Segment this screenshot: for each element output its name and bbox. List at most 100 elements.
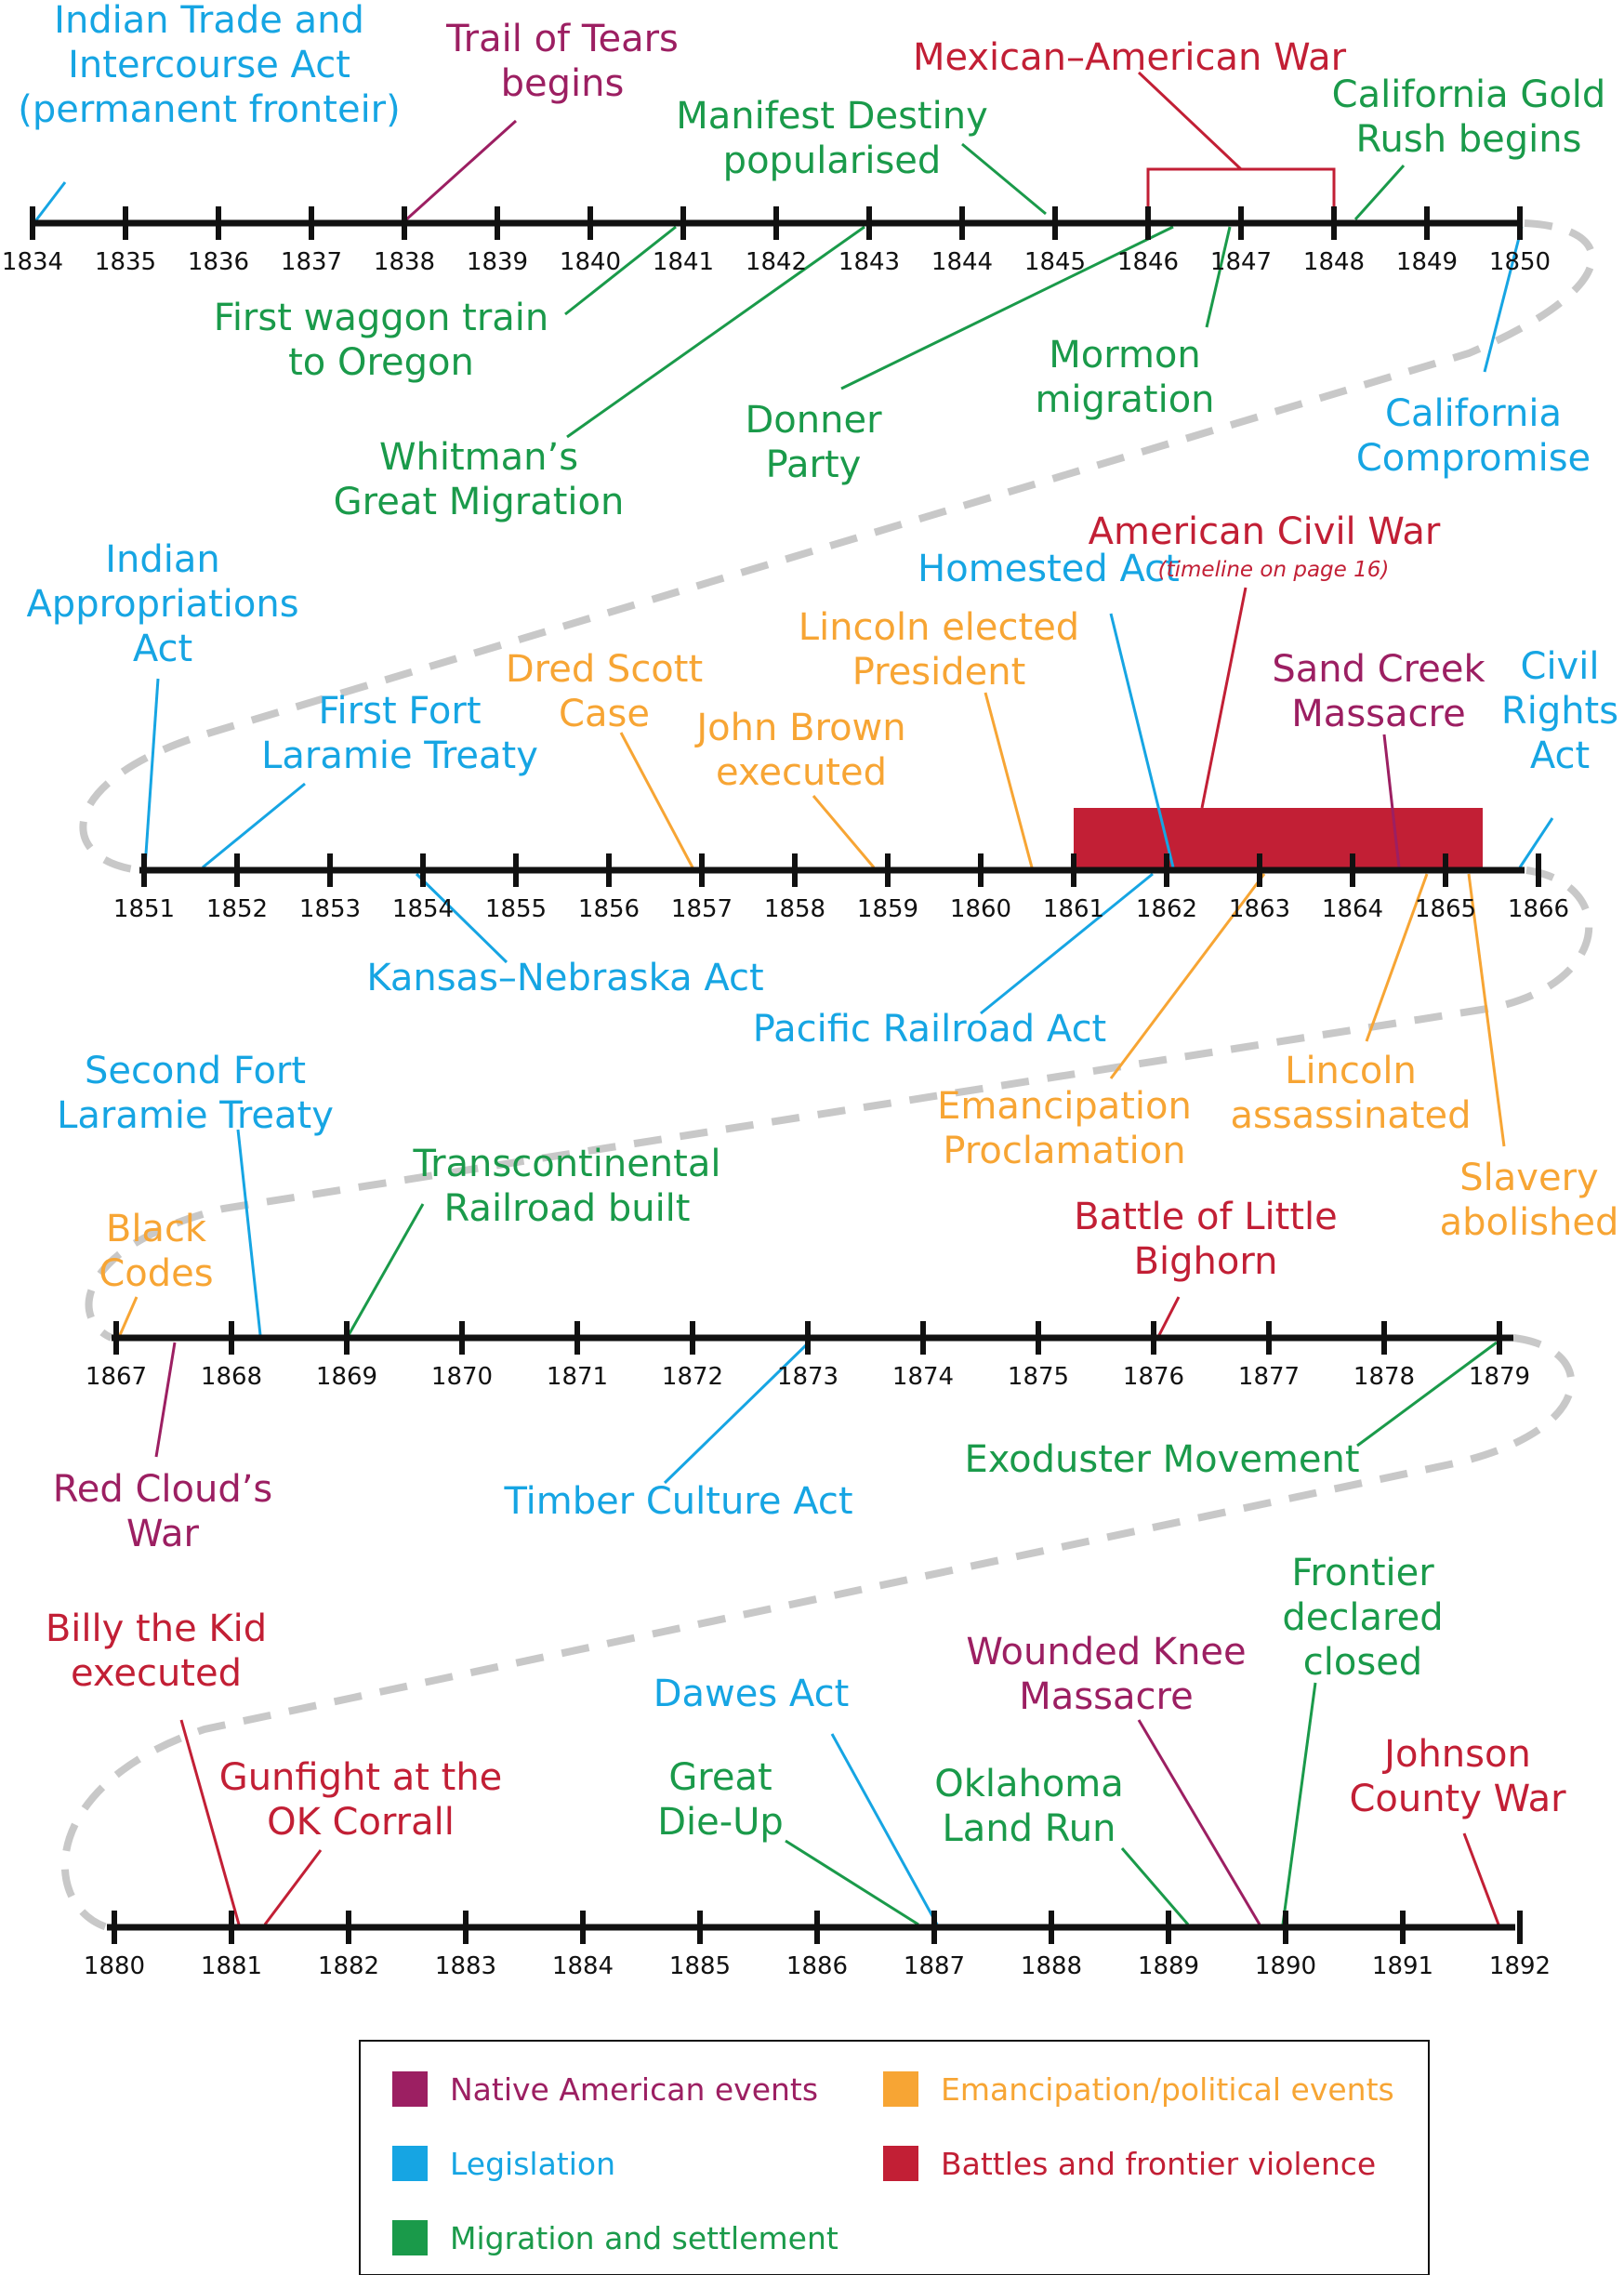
dred-scott-leader [619, 732, 694, 868]
tick-label-1873: 1873 [777, 1363, 838, 1391]
black-codes-label: Black Codes [99, 1208, 213, 1295]
sand-creek-label: Sand Creek Massacre [1272, 648, 1485, 735]
tick-label-1875: 1875 [1008, 1363, 1069, 1391]
indian-trade-act-leader [33, 181, 67, 222]
slavery-abolished-leader [1467, 873, 1506, 1147]
tick-label-1860: 1860 [950, 895, 1011, 923]
trail-of-tears-label: Trail of Tears begins [445, 18, 679, 105]
legend-label-battles: Battles and frontier violence [941, 2146, 1376, 2182]
tick-label-1841: 1841 [653, 248, 714, 276]
oklahoma-land-run-label: Oklahoma Land Run [934, 1763, 1124, 1850]
tick-label-1890: 1890 [1255, 1952, 1316, 1980]
tick-label-1862: 1862 [1136, 895, 1197, 923]
timeline-row-3: 1867 1868 1869 1870 1871 1872 1873 1874 1875 1876… [86, 1321, 1530, 1391]
johnson-county-war-leader [1462, 1832, 1500, 1925]
second-fort-laramie-leader [236, 1129, 262, 1336]
little-bighorn-leader [1157, 1296, 1181, 1336]
american-civil-war-leader [1200, 587, 1248, 809]
tick-label-1864: 1864 [1322, 895, 1383, 923]
pacific-railroad-leader [980, 872, 1154, 1015]
frontier-closed-label: Frontier declared closed [1282, 1552, 1443, 1684]
tick-label-1874: 1874 [892, 1363, 954, 1391]
homestead-act-leader [1109, 613, 1175, 868]
donner-party-label: Donner Party [745, 399, 882, 486]
tick-label-1849: 1849 [1396, 248, 1458, 276]
johnson-county-war-label: Johnson County War [1349, 1733, 1566, 1820]
legend-swatch-migration [392, 2220, 428, 2255]
tick-label-1872: 1872 [662, 1363, 723, 1391]
legend-label-migration: Migration and settlement [450, 2220, 838, 2256]
ok-corral-leader [263, 1849, 323, 1925]
wounded-knee-label: Wounded Knee Massacre [966, 1631, 1246, 1718]
wounded-knee-leader [1137, 1719, 1261, 1925]
tick-label-1842: 1842 [746, 248, 807, 276]
homestead-act-label: Homested Act [918, 548, 1180, 590]
timeline-row-1: 1834 1835 1836 1837 1838 1839 1840 1841 1842 1843… [2, 206, 1551, 276]
civil-rights-act-leader [1518, 817, 1554, 868]
tick-label-1887: 1887 [904, 1952, 965, 1980]
tick-label-1867: 1867 [86, 1363, 147, 1391]
tick-label-1885: 1885 [669, 1952, 731, 1980]
period-shapes [1074, 167, 1483, 870]
transcontinental-leader [347, 1203, 425, 1336]
tick-label-1845: 1845 [1024, 248, 1086, 276]
event-labels: Indian Trade and Intercourse Act (permanen… [18, 0, 1618, 1850]
emancipation-leader [1109, 873, 1266, 1079]
tick-label-1879: 1879 [1469, 1363, 1530, 1391]
second-fort-laramie-label: Second Fort Laramie Treaty [57, 1050, 334, 1137]
indian-appropriations-act-leader [143, 678, 160, 868]
tick-label-1869: 1869 [316, 1363, 377, 1391]
sand-creek-leader [1382, 734, 1401, 868]
legend-swatch-native [392, 2071, 428, 2107]
civil-rights-act-label: Civil Rights Act [1501, 645, 1618, 777]
ok-corral-label: Gunfight at the OK Corrall [219, 1756, 503, 1844]
tick-label-1892: 1892 [1489, 1952, 1551, 1980]
tick-label-1891: 1891 [1372, 1952, 1433, 1980]
donner-party-leader [840, 225, 1174, 390]
manifest-destiny-label: Manifest Destiny popularised [676, 95, 988, 182]
tick-label-1884: 1884 [552, 1952, 614, 1980]
emancipation-label: Emancipation Proclamation [937, 1085, 1192, 1172]
manifest-destiny-leader [961, 142, 1047, 216]
dawes-act-leader [830, 1733, 939, 1925]
american-civil-war-note: (timeline on page 16) [1158, 558, 1390, 582]
slavery-abolished-label: Slavery abolished [1440, 1157, 1619, 1244]
connector-row3-row4 [60, 1334, 1576, 1931]
dawes-act-label: Dawes Act [654, 1673, 850, 1715]
exoduster-label: Exoduster Movement [964, 1438, 1359, 1481]
tick-label-1840: 1840 [560, 248, 621, 276]
legend: Native American events Emancipation/polit… [359, 2040, 1430, 2275]
tick-label-1851: 1851 [113, 895, 175, 923]
timeline-axes: 1834 1835 1836 1837 1838 1839 1840 1841 1842 1843… [2, 206, 1569, 1980]
red-clouds-war-leader [154, 1342, 177, 1458]
tick-label-1888: 1888 [1021, 1952, 1082, 1980]
legend-label-native: Native American events [450, 2071, 818, 2108]
leader-lines [33, 71, 1554, 1926]
tick-label-1846: 1846 [1117, 248, 1179, 276]
tick-label-1834: 1834 [2, 248, 63, 276]
first-fort-laramie-label: First Fort Laramie Treaty [261, 690, 538, 777]
timeline-row-4: 1880 1881 1882 1883 1884 1885 1886 1887 1888 1889… [84, 1911, 1551, 1980]
tick-label-1882: 1882 [318, 1952, 379, 1980]
mexican-american-war-label: Mexican–American War [913, 36, 1347, 79]
tick-label-1850: 1850 [1489, 248, 1551, 276]
tick-label-1866: 1866 [1508, 895, 1569, 923]
first-waggon-train-label: First waggon train to Oregon [214, 297, 549, 384]
tick-label-1877: 1877 [1238, 1363, 1300, 1391]
tick-label-1880: 1880 [84, 1952, 145, 1980]
tick-label-1868: 1868 [201, 1363, 262, 1391]
tick-label-1847: 1847 [1210, 248, 1272, 276]
john-brown-label: John Brown executed [693, 707, 905, 794]
timber-culture-leader [663, 1341, 811, 1485]
california-gold-rush-label: California Gold Rush begins [1332, 73, 1606, 161]
tick-label-1856: 1856 [578, 895, 640, 923]
black-codes-leader [118, 1296, 139, 1336]
connector-row1-row2 [79, 219, 1596, 874]
mexican-american-war-leader [1137, 71, 1243, 171]
legend-swatch-battles [883, 2146, 918, 2181]
tick-label-1854: 1854 [392, 895, 454, 923]
timeline-row-2: 1851 1852 1853 1854 1855 1856 1857 1858 1859 1860… [113, 853, 1569, 923]
tick-label-1835: 1835 [95, 248, 156, 276]
john-brown-leader [812, 795, 876, 868]
